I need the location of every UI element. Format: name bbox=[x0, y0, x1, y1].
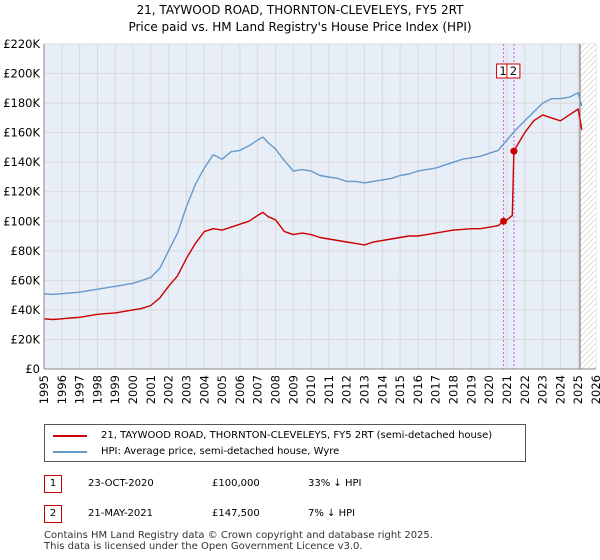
transaction-date: 23-OCT-2020 bbox=[88, 478, 154, 489]
x-tick-label: 1999 bbox=[108, 375, 122, 404]
x-tick-label: 2009 bbox=[286, 375, 300, 404]
plot-area bbox=[44, 44, 596, 369]
chart-title: 21, TAYWOOD ROAD, THORNTON-CLEVELEYS, FY… bbox=[0, 2, 600, 36]
x-tick-label: 2024 bbox=[553, 375, 567, 404]
x-tick-label: 1996 bbox=[55, 375, 69, 404]
footer-line2: This data is licensed under the Open Gov… bbox=[44, 541, 363, 552]
x-tick-label: 2000 bbox=[126, 375, 140, 404]
y-tick-label: £120K bbox=[3, 185, 40, 199]
y-tick-label: £200K bbox=[3, 67, 40, 81]
y-tick-label: £140K bbox=[3, 155, 40, 169]
x-tick-label: 2026 bbox=[589, 375, 600, 404]
x-tick-label: 2004 bbox=[197, 375, 211, 404]
legend-label-property: 21, TAYWOOD ROAD, THORNTON-CLEVELEYS, FY… bbox=[101, 430, 493, 441]
transaction-hpi-diff: 7% ↓ HPI bbox=[308, 508, 356, 519]
property-price-line bbox=[43, 108, 583, 321]
x-tick-label: 2025 bbox=[571, 375, 585, 404]
x-tick-label: 2019 bbox=[464, 375, 478, 404]
x-tick-label: 1998 bbox=[90, 375, 104, 404]
x-tick-label: 2015 bbox=[393, 375, 407, 404]
footer-line1: Contains HM Land Registry data © Crown c… bbox=[44, 530, 433, 541]
x-tick-label: 2008 bbox=[268, 375, 282, 404]
x-tick-label: 2016 bbox=[411, 375, 425, 404]
y-tick-label: £180K bbox=[3, 96, 40, 110]
legend: 21, TAYWOOD ROAD, THORNTON-CLEVELEYS, FY… bbox=[44, 424, 526, 462]
x-tick-label: 2003 bbox=[179, 375, 193, 404]
x-tick-label: 2010 bbox=[304, 375, 318, 404]
transaction-number-badge: 2 bbox=[44, 505, 62, 523]
y-tick-label: £160K bbox=[3, 126, 40, 140]
y-tick-label: £100K bbox=[3, 214, 40, 228]
chart-title-line1: 21, TAYWOOD ROAD, THORNTON-CLEVELEYS, FY… bbox=[136, 3, 464, 17]
x-tick-label: 1997 bbox=[73, 375, 87, 404]
x-tick-label: 2007 bbox=[251, 375, 265, 404]
legend-swatch-property bbox=[53, 435, 87, 437]
x-tick-label: 2006 bbox=[233, 375, 247, 404]
transaction-price: £100,000 bbox=[212, 478, 260, 489]
x-tick-label: 2002 bbox=[162, 375, 176, 404]
y-tick-label: £220K bbox=[3, 37, 40, 51]
x-tick-label: 2001 bbox=[144, 375, 158, 404]
x-tick-label: 2020 bbox=[482, 375, 496, 404]
x-tick-label: 2022 bbox=[518, 375, 532, 404]
transaction-price: £147,500 bbox=[212, 508, 260, 519]
x-tick-label: 2023 bbox=[536, 375, 550, 404]
x-tick-label: 2011 bbox=[322, 375, 336, 404]
y-tick-label: £40K bbox=[11, 303, 41, 317]
x-tick-label: 2021 bbox=[500, 375, 514, 404]
transaction-number-badge: 1 bbox=[44, 475, 62, 493]
y-tick-label: £80K bbox=[11, 244, 41, 258]
x-tick-label: 1995 bbox=[37, 375, 51, 404]
transaction-hpi-diff: 33% ↓ HPI bbox=[308, 478, 362, 489]
x-tick-label: 2014 bbox=[375, 375, 389, 404]
future-region-hatch bbox=[579, 44, 596, 369]
x-tick-label: 2018 bbox=[447, 375, 461, 404]
x-tick-label: 2012 bbox=[340, 375, 354, 404]
footer: Contains HM Land Registry data © Crown c… bbox=[44, 530, 433, 552]
hpi-line bbox=[43, 92, 583, 296]
transaction-date: 21-MAY-2021 bbox=[88, 508, 154, 519]
transaction-point-1 bbox=[500, 217, 508, 225]
annotation-label-1: 1 bbox=[499, 64, 506, 78]
chart-title-line2: Price paid vs. HM Land Registry's House … bbox=[128, 20, 472, 34]
x-tick-label: 2005 bbox=[215, 375, 229, 404]
legend-swatch-hpi bbox=[53, 451, 87, 453]
x-tick-label: 2017 bbox=[429, 375, 443, 404]
y-tick-label: £0 bbox=[25, 362, 40, 376]
y-tick-label: £60K bbox=[11, 273, 41, 287]
transaction-point-2 bbox=[510, 147, 518, 155]
annotation-label-2: 2 bbox=[510, 64, 517, 78]
annotation-box-2 bbox=[506, 63, 521, 79]
legend-label-hpi: HPI: Average price, semi-detached house,… bbox=[101, 446, 340, 457]
y-tick-label: £20K bbox=[11, 332, 41, 346]
x-tick-label: 2013 bbox=[358, 375, 372, 404]
